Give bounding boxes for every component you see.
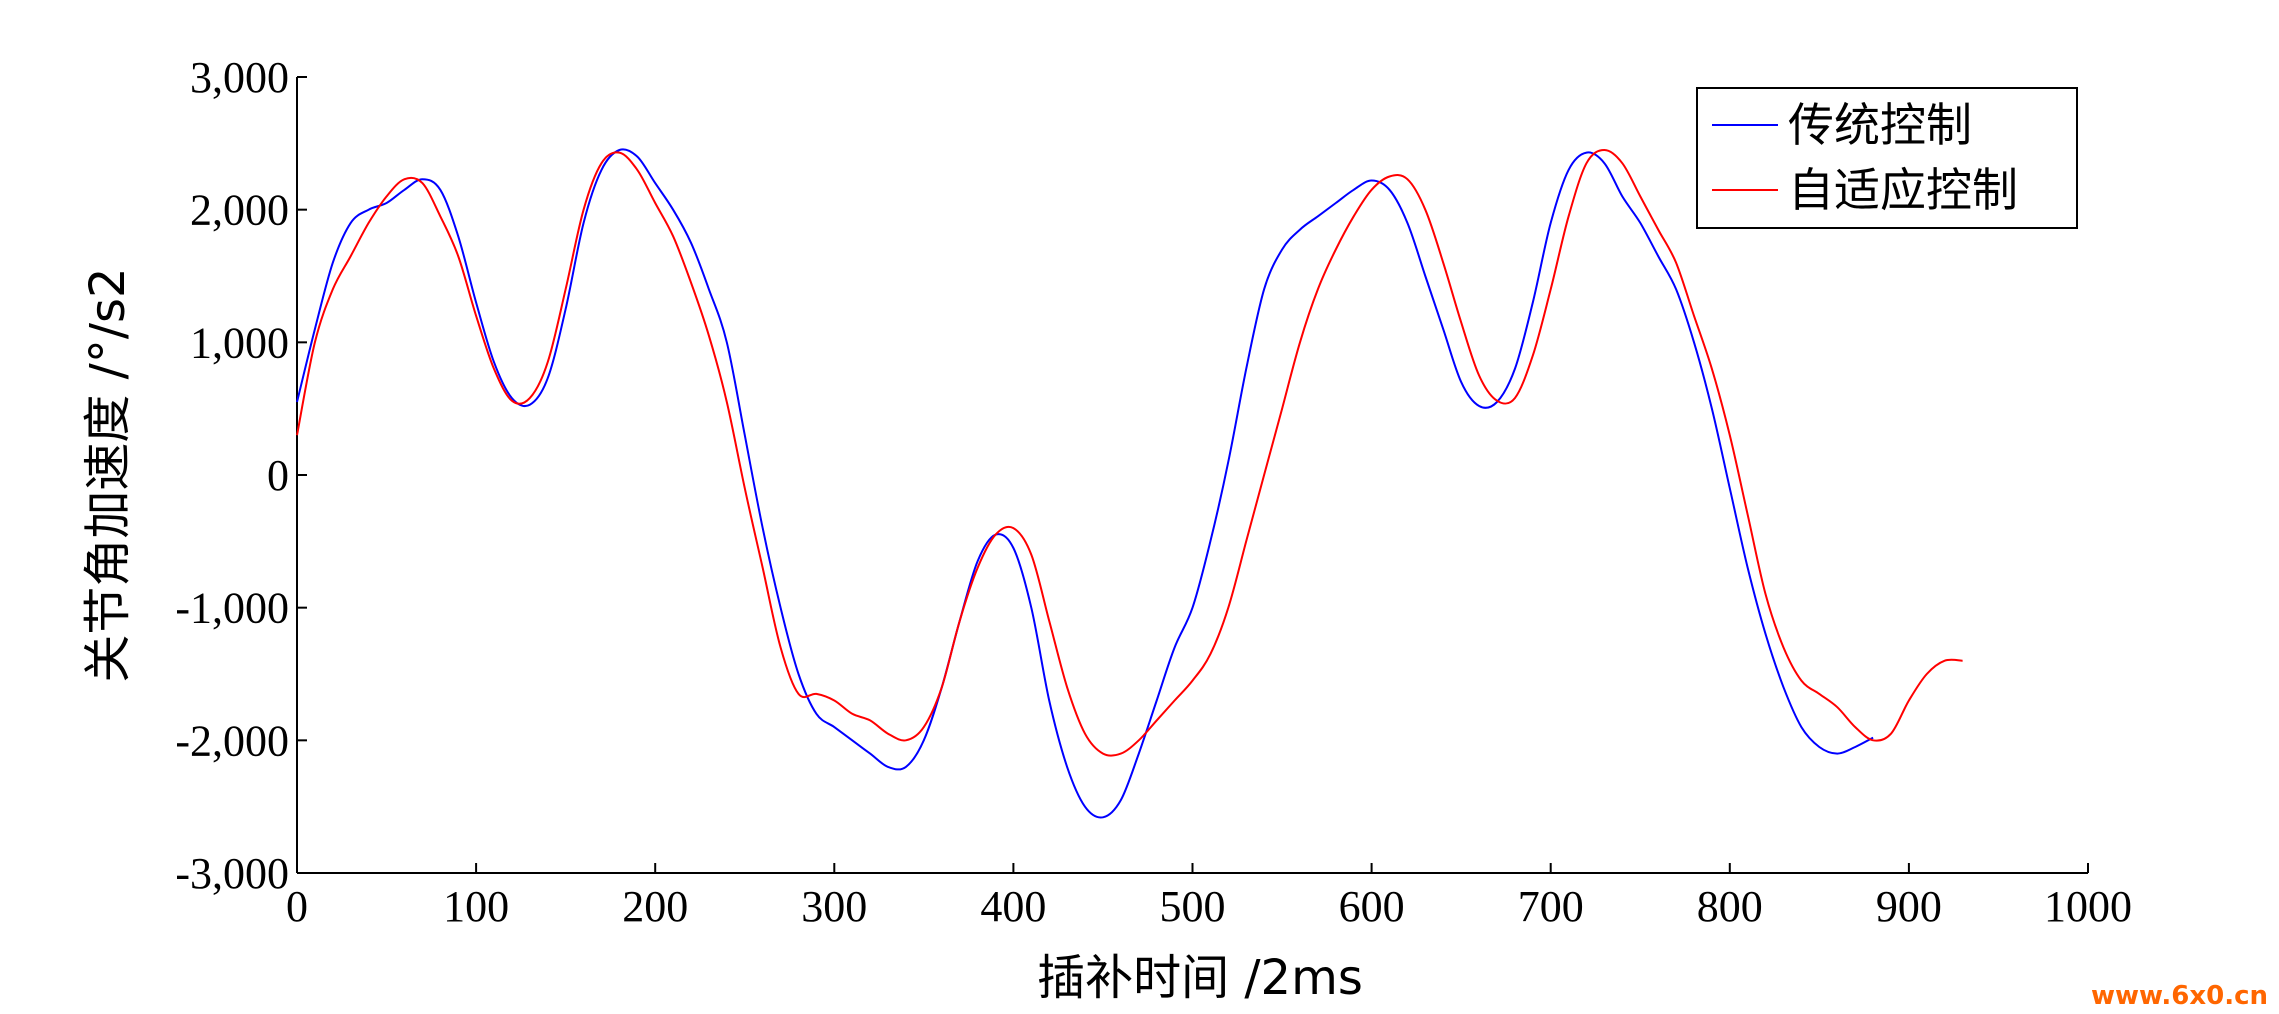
x-tick-label: 0 <box>286 882 308 931</box>
y-tick-label: -1,000 <box>175 584 289 633</box>
series-line-traditional <box>296 148 1874 819</box>
y-tick-label: 0 <box>267 451 289 500</box>
ticks: 0 100 200 300 400 500 600 700 800 900 1000 -3,000 -2… <box>175 53 2132 931</box>
x-tick-label: 100 <box>443 882 509 931</box>
x-tick-label: 800 <box>1697 882 1763 931</box>
x-tick-label: 1000 <box>2044 882 2132 931</box>
y-tick-label: 3,000 <box>190 53 289 102</box>
y-tick-label: -3,000 <box>175 849 289 898</box>
series-group <box>296 148 1963 819</box>
x-axis-label: 插补时间 /2ms <box>1037 950 1363 1006</box>
x-tick-label: 400 <box>980 882 1046 931</box>
x-tick-label: 300 <box>801 882 867 931</box>
x-tick-label: 500 <box>1160 882 1226 931</box>
legend-label-adaptive: 自适应控制 <box>1788 163 2018 217</box>
y-tick-label: 2,000 <box>190 186 289 235</box>
x-tick-label: 700 <box>1518 882 1584 931</box>
x-tick-label: 900 <box>1876 882 1942 931</box>
legend-label-traditional: 传统控制 <box>1788 98 1972 152</box>
y-tick-label: 1,000 <box>190 318 289 367</box>
legend-box <box>1696 87 2078 229</box>
series-line-adaptive <box>296 148 1963 757</box>
legend: 传统控制 自适应控制 <box>1696 87 2078 229</box>
y-axis-label: 关节角加速度 /°/s2 <box>80 267 136 682</box>
x-tick-label: 200 <box>622 882 688 931</box>
x-tick-label: 600 <box>1339 882 1405 931</box>
y-tick-label: -2,000 <box>175 716 289 765</box>
watermark: www.6x0.cn <box>2091 981 2268 1011</box>
